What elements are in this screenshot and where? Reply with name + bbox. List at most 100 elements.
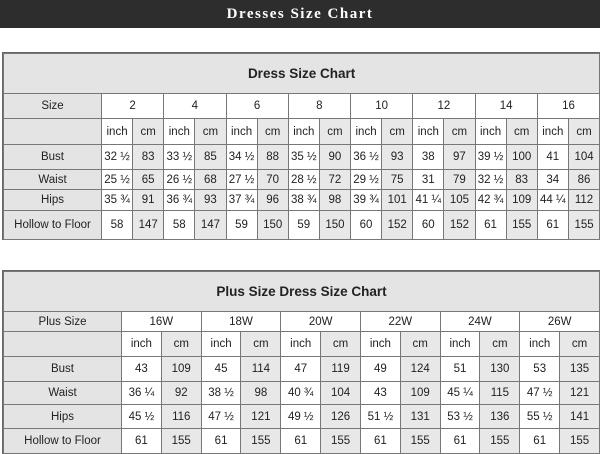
cm-value: 112: [567, 189, 600, 211]
cm-value: 92: [160, 381, 202, 405]
unit-label-blank: [3, 118, 102, 145]
unit-inch: inch: [121, 331, 162, 357]
inch-value: 49 ½: [280, 404, 322, 429]
inch-value: 44 ¼: [536, 189, 569, 211]
cm-value: 101: [381, 189, 414, 211]
plus-size-table: Plus Size Dress Size Chart Plus Size 16W 18…: [2, 271, 600, 454]
cm-value: 100: [505, 144, 538, 170]
row-label: Bust: [3, 144, 102, 170]
table-row: Waist 25 ½ 65 26 ½ 68 27 ½ 70 28 ½ 72 29 ½ 75 31 79 3…: [3, 169, 600, 190]
cm-value: 150: [256, 210, 289, 240]
inch-value: 38 ½: [200, 381, 242, 405]
size-header: 18W: [200, 311, 282, 332]
title-row: Plus Size Dress Size Chart: [2, 271, 600, 312]
inch-value: 34: [536, 169, 569, 190]
size-header: 10: [349, 93, 414, 119]
unit-cm: cm: [505, 118, 538, 145]
inch-value: 40 ¾: [280, 381, 322, 405]
table-row: Bust 32 ½ 83 33 ½ 85 34 ½ 88 35 ½ 90 36 ½ 93 38 97 39…: [3, 144, 600, 170]
size-header: 14: [474, 93, 538, 119]
unit-inch: inch: [412, 118, 445, 145]
cm-value: 119: [320, 356, 361, 382]
inch-value: 37 ¾: [225, 189, 258, 211]
inch-value: 26 ½: [163, 169, 196, 190]
cm-value: 86: [567, 169, 600, 190]
row-label: Hollow to Floor: [3, 210, 102, 240]
cm-value: 136: [479, 404, 521, 429]
cm-value: 83: [505, 169, 538, 190]
inch-value: 36 ¾: [163, 189, 196, 211]
cm-value: 130: [479, 356, 521, 382]
banner-title: Dresses Size Chart: [0, 0, 600, 28]
table-row: Hips 45 ½ 116 47 ½ 121 49 ½ 126 51 ½ 131 53 ½ 136 5…: [3, 404, 600, 429]
inch-value: 32 ½: [100, 144, 134, 170]
inch-value: 32 ½: [474, 169, 507, 190]
size-header-row: Size 2 4 6 8 10 12 14 16: [3, 93, 600, 119]
unit-cm: cm: [381, 118, 414, 145]
table-row: Waist 36 ¼ 92 38 ½ 98 40 ¾ 104 43 109 45 ¼ 115 47 ½…: [3, 381, 600, 405]
inch-value: 36 ½: [349, 144, 383, 170]
size-header: 22W: [359, 311, 441, 332]
unit-cm: cm: [132, 118, 165, 145]
inch-value: 35 ½: [287, 144, 320, 170]
cm-value: 98: [240, 381, 282, 405]
inch-value: 27 ½: [225, 169, 258, 190]
inch-value: 31: [412, 169, 445, 190]
cm-value: 155: [567, 210, 600, 240]
inch-value: 61: [474, 210, 507, 240]
unit-inch: inch: [200, 331, 242, 357]
unit-header-row: inch cm inch cm inch cm inch cm inch cm inch cm inch…: [3, 118, 600, 145]
cm-value: 131: [399, 404, 441, 429]
chart-title: Dress Size Chart: [2, 53, 600, 94]
inch-value: 59: [225, 210, 258, 240]
inch-value: 59: [287, 210, 320, 240]
cm-value: 90: [318, 144, 352, 170]
size-header: 12: [412, 93, 476, 119]
cm-value: 96: [256, 189, 289, 211]
unit-inch: inch: [536, 118, 569, 145]
inch-value: 49: [359, 356, 401, 382]
unit-inch: inch: [280, 331, 322, 357]
unit-inch: inch: [163, 118, 196, 145]
inch-value: 58: [163, 210, 196, 240]
cm-value: 68: [194, 169, 227, 190]
table-row: Bust 43 109 45 114 47 119 49 124 51 130 53 135: [3, 356, 600, 382]
inch-value: 60: [349, 210, 383, 240]
inch-value: 43: [359, 381, 401, 405]
size-header: 4: [163, 93, 227, 119]
unit-inch: inch: [287, 118, 320, 145]
unit-inch: inch: [519, 331, 561, 357]
size-label: Size: [3, 93, 102, 119]
inch-value: 39 ½: [474, 144, 507, 170]
inch-value: 43: [121, 356, 162, 382]
cm-value: 150: [318, 210, 352, 240]
cm-value: 65: [132, 169, 165, 190]
inch-value: 41 ¼: [412, 189, 445, 211]
inch-value: 35 ¾: [100, 189, 134, 211]
row-label: Waist: [3, 169, 102, 190]
cm-value: 121: [240, 404, 282, 429]
cm-value: 91: [132, 189, 165, 211]
size-header-row: Plus Size 16W 18W 20W 22W 24W 26W: [3, 311, 600, 332]
unit-cm: cm: [194, 118, 227, 145]
unit-label-blank: [3, 331, 122, 357]
size-header: 2: [100, 93, 165, 119]
cm-value: 147: [132, 210, 165, 240]
cm-value: 79: [443, 169, 476, 190]
inch-value: 45 ½: [121, 404, 162, 429]
unit-inch: inch: [439, 331, 481, 357]
unit-cm: cm: [318, 118, 352, 145]
dress-size-chart: Dress Size Chart Size 2 4 6 8 10 12 14 16 inch cm in…: [2, 52, 600, 240]
size-header: 26W: [519, 311, 600, 332]
inch-value: 38: [412, 144, 445, 170]
cm-value: 93: [194, 189, 227, 211]
cm-value: 105: [443, 189, 476, 211]
inch-value: 36 ¼: [121, 381, 162, 405]
unit-inch: inch: [349, 118, 383, 145]
dress-size-table: Dress Size Chart Size 2 4 6 8 10 12 14 16 inch cm in…: [2, 53, 600, 240]
cm-value: 115: [479, 381, 521, 405]
unit-header-row: inch cm inch cm inch cm inch cm inch cm inch cm: [3, 331, 600, 357]
cm-value: 98: [318, 189, 352, 211]
size-header: 16W: [121, 311, 202, 332]
cm-value: 109: [399, 381, 441, 405]
